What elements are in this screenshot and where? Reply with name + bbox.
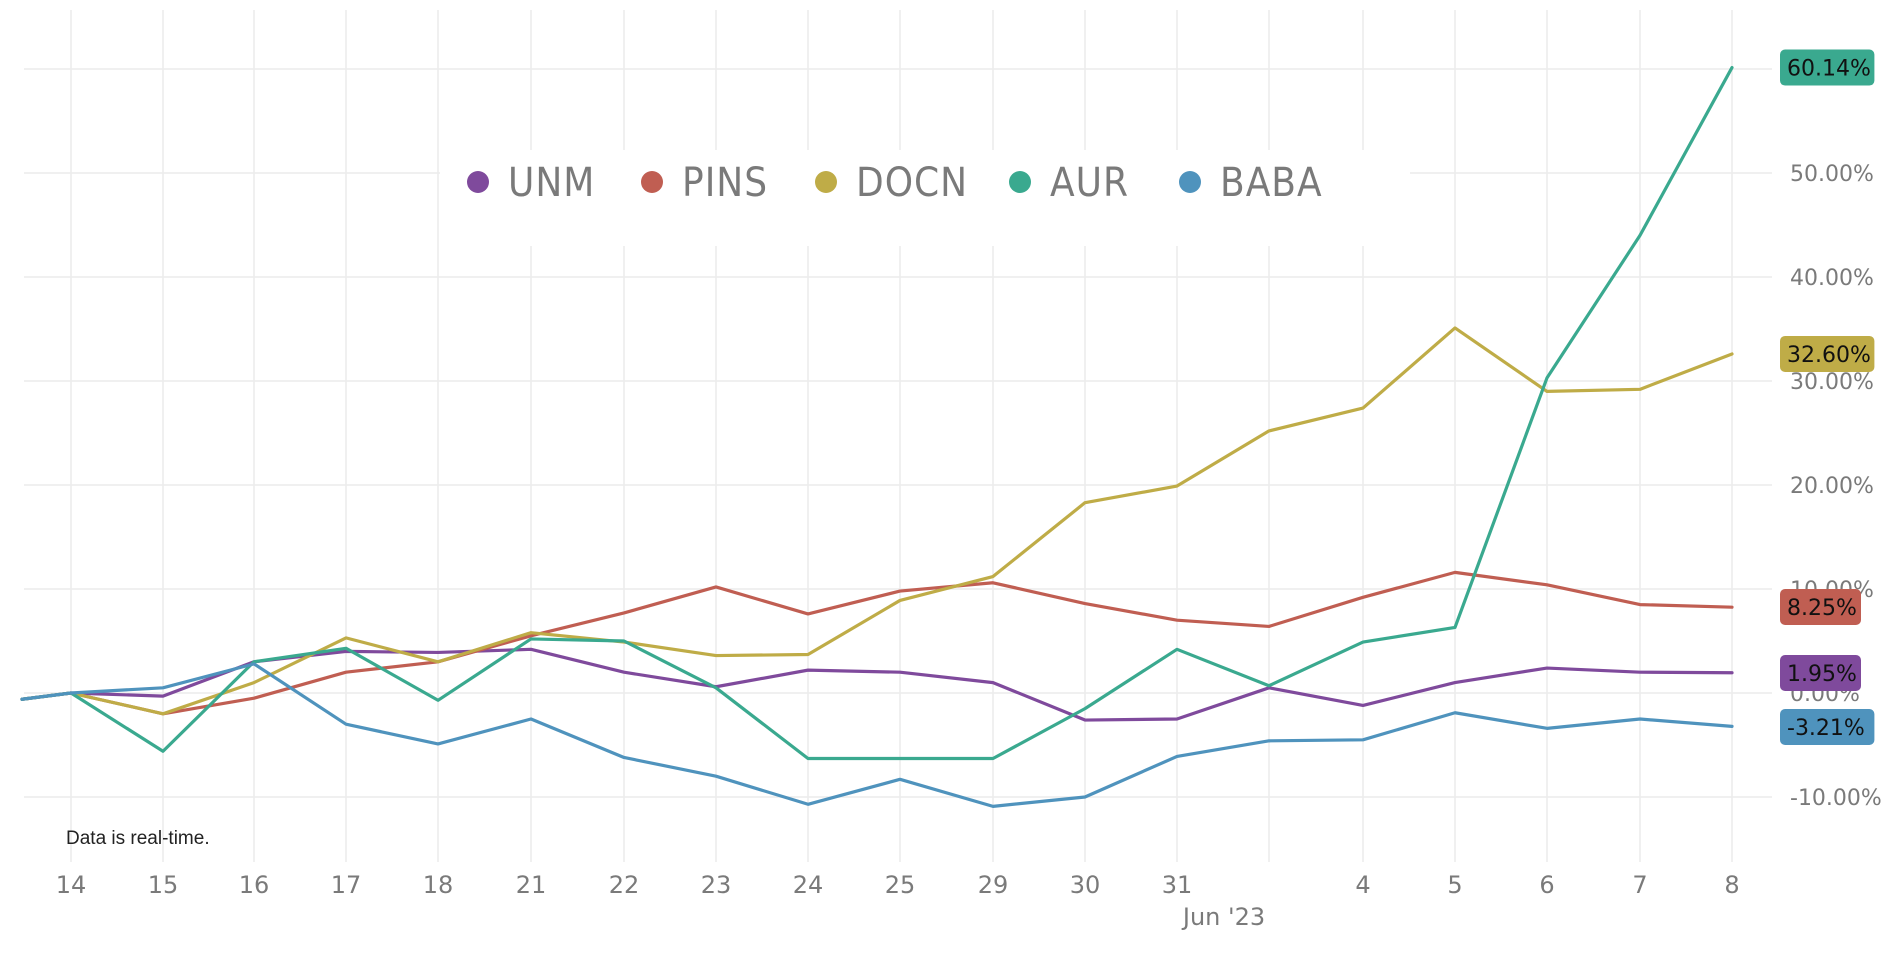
x-tick-label: 15: [148, 871, 179, 899]
badge-background: [1780, 655, 1861, 691]
series-lines: [20, 65, 1734, 808]
badge-background: [1780, 335, 1875, 372]
x-tick-label: 7: [1632, 871, 1647, 899]
badge-value: 32.60%: [1787, 343, 1871, 368]
x-tick-label: 23: [701, 871, 732, 899]
series-line-docn: [20, 326, 1734, 716]
x-tick-label: 14: [56, 871, 87, 899]
x-tick-label: 8: [1724, 871, 1739, 899]
end-badge-aur: 60.14%: [1780, 49, 1875, 86]
legend-label: BABA: [1220, 160, 1323, 206]
badge-value: 8.25%: [1787, 596, 1857, 621]
data-note: Data is real-time.: [66, 828, 210, 849]
x-tick-label: 22: [609, 871, 640, 899]
series-line-pins: [20, 570, 1734, 716]
x-axis-month-label: Jun '23: [1181, 903, 1265, 931]
x-tick-label: 18: [423, 871, 454, 899]
series-line-aur: [20, 65, 1734, 761]
series-line-baba: [20, 662, 1734, 808]
end-badge-unm: 1.95%: [1780, 655, 1861, 691]
x-tick-label: 21: [516, 871, 547, 899]
badge-background: [1780, 709, 1875, 745]
series-line-unm: [20, 647, 1734, 722]
vertical-gridlines: [70, 10, 1733, 862]
end-badge-docn: 32.60%: [1780, 335, 1875, 372]
legend-item-aur[interactable]: AUR: [1009, 160, 1129, 206]
x-tick-label: 6: [1539, 871, 1554, 899]
x-tick-label: 17: [331, 871, 362, 899]
legend-label: DOCN: [856, 160, 968, 206]
legend-dot-icon: [641, 171, 663, 193]
y-tick-label: -10.00%: [1790, 786, 1882, 811]
x-tick-label: 25: [885, 871, 916, 899]
x-tick-label: 4: [1355, 871, 1370, 899]
badge-value: 60.14%: [1787, 57, 1871, 82]
x-tick-label: 24: [793, 871, 824, 899]
x-tick-label: 31: [1162, 871, 1193, 899]
legend-label: UNM: [508, 160, 595, 206]
end-value-badges: 1.95% 8.25% 32.60% 60.14% -3.21%: [1780, 49, 1875, 745]
legend-dot-icon: [815, 171, 837, 193]
legend-item-baba[interactable]: BABA: [1179, 160, 1323, 206]
x-axis-ticks: 14 15 16 17 18 21 22 23 24 25 29 30 31 4 5 6 7 8: [56, 871, 1740, 899]
legend-dot-icon: [1009, 171, 1031, 193]
badge-value: -3.21%: [1787, 716, 1865, 741]
y-tick-label: 40.00%: [1790, 266, 1874, 291]
legend-item-pins[interactable]: PINS: [641, 160, 768, 206]
x-tick-label: 16: [239, 871, 270, 899]
x-tick-label: 30: [1070, 871, 1101, 899]
legend[interactable]: UNM PINS DOCN AUR BABA: [440, 150, 1410, 246]
y-tick-label: 50.00%: [1790, 162, 1874, 187]
badge-background: [1780, 589, 1861, 625]
legend-dot-icon: [1179, 171, 1201, 193]
x-tick-label: 29: [978, 871, 1009, 899]
y-tick-label: 20.00%: [1790, 474, 1874, 499]
badge-value: 1.95%: [1787, 662, 1857, 687]
end-badge-baba: -3.21%: [1780, 709, 1875, 745]
end-badge-pins: 8.25%: [1780, 589, 1861, 625]
horizontal-gridlines: [24, 68, 1772, 798]
badge-background: [1780, 49, 1875, 86]
x-tick-label: 5: [1447, 871, 1462, 899]
legend-label: PINS: [682, 160, 768, 206]
y-tick-label: 30.00%: [1790, 370, 1874, 395]
legend-label: AUR: [1050, 160, 1129, 206]
legend-item-unm[interactable]: UNM: [467, 160, 595, 206]
legend-background: [440, 150, 1410, 246]
legend-dot-icon: [467, 171, 489, 193]
legend-item-docn[interactable]: DOCN: [815, 160, 968, 206]
